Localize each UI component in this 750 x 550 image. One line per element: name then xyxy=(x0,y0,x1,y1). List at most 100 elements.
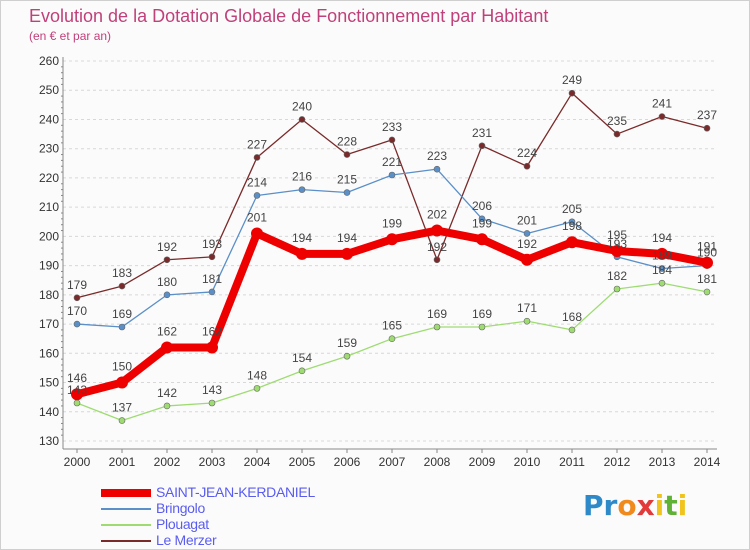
data-label: 162 xyxy=(157,324,177,338)
x-tick-label: 2004 xyxy=(244,455,271,469)
data-point xyxy=(523,162,531,170)
data-label: 192 xyxy=(157,240,177,254)
data-point xyxy=(478,142,486,150)
data-point xyxy=(523,230,531,237)
data-label: 142 xyxy=(157,386,177,400)
y-tick-label: 250 xyxy=(39,83,59,97)
data-label: 184 xyxy=(652,263,672,277)
x-tick-label: 2010 xyxy=(514,455,541,469)
data-label: 150 xyxy=(112,360,132,374)
data-label: 241 xyxy=(652,97,672,111)
x-tick-label: 2007 xyxy=(379,455,406,469)
y-tick-label: 170 xyxy=(39,317,59,331)
y-tick-label: 230 xyxy=(39,142,59,156)
legend-label: Plouagat xyxy=(156,516,209,532)
data-label: 215 xyxy=(337,173,357,187)
data-point xyxy=(568,218,576,226)
data-point xyxy=(476,233,488,246)
data-label: 171 xyxy=(517,301,537,315)
data-point xyxy=(566,236,578,249)
data-label: 228 xyxy=(337,135,357,149)
data-point xyxy=(118,282,126,290)
data-point xyxy=(343,352,351,360)
y-tick-label: 160 xyxy=(39,346,59,360)
data-point xyxy=(388,136,396,144)
data-label: 221 xyxy=(382,155,402,169)
data-point xyxy=(208,399,216,407)
y-tick-label: 150 xyxy=(39,376,59,390)
y-tick-label: 140 xyxy=(39,405,59,419)
data-label: 193 xyxy=(202,237,222,251)
data-point xyxy=(208,288,216,296)
data-label: 181 xyxy=(202,272,222,286)
x-tick-label: 2003 xyxy=(199,455,226,469)
x-tick-label: 2014 xyxy=(694,455,721,469)
data-point xyxy=(298,367,306,375)
data-point xyxy=(341,247,353,260)
data-label: 180 xyxy=(157,275,177,289)
x-tick-label: 2000 xyxy=(64,455,91,469)
data-point xyxy=(296,247,308,260)
data-point xyxy=(206,341,218,354)
data-label: 199 xyxy=(472,216,492,230)
data-label: 181 xyxy=(697,272,717,286)
data-label: 205 xyxy=(562,202,582,216)
data-label: 194 xyxy=(292,231,312,245)
data-label: 199 xyxy=(382,216,402,230)
x-tick-label: 2002 xyxy=(154,455,181,469)
data-label: 192 xyxy=(517,237,537,251)
data-label: 198 xyxy=(562,219,582,233)
data-point xyxy=(73,294,81,302)
legend-label: SAINT-JEAN-KERDANIEL xyxy=(156,484,315,500)
data-label: 240 xyxy=(292,99,312,113)
data-label: 143 xyxy=(202,383,222,397)
data-point xyxy=(478,323,486,331)
data-label: 182 xyxy=(607,269,627,283)
data-label: 202 xyxy=(427,208,447,222)
data-point xyxy=(343,189,351,196)
data-label: 169 xyxy=(112,307,132,321)
data-point xyxy=(433,165,441,173)
data-point xyxy=(386,233,398,246)
data-label: 233 xyxy=(382,120,402,134)
data-point xyxy=(431,224,443,237)
data-point xyxy=(73,320,81,328)
data-label: 162 xyxy=(202,324,222,338)
data-label: 169 xyxy=(472,307,492,321)
data-label: 154 xyxy=(292,351,312,365)
data-point xyxy=(703,288,711,296)
data-point xyxy=(298,186,306,193)
legend-swatch xyxy=(101,508,151,510)
data-label: 169 xyxy=(427,307,447,321)
data-point xyxy=(568,326,576,334)
data-label: 148 xyxy=(247,368,267,382)
data-label: 189 xyxy=(652,249,672,263)
data-labels: 179 183 192 193 227 240 228 233 192 231 224 249 235 2… xyxy=(67,73,717,414)
data-point xyxy=(71,388,83,401)
data-label: 191 xyxy=(697,240,717,254)
y-tick-label: 220 xyxy=(39,171,59,185)
data-point xyxy=(163,256,171,264)
series-lines xyxy=(71,89,713,424)
chart-title: Evolution de la Dotation Globale de Fonc… xyxy=(29,6,549,26)
data-label: 168 xyxy=(562,310,582,324)
data-label: 165 xyxy=(382,319,402,333)
data-point xyxy=(656,247,668,260)
data-label: 194 xyxy=(337,231,357,245)
data-label: 137 xyxy=(112,401,132,415)
data-label: 237 xyxy=(697,108,717,122)
data-point xyxy=(613,130,621,138)
legend-swatch xyxy=(101,540,151,542)
data-label: 195 xyxy=(607,228,627,242)
x-tick-label: 2009 xyxy=(469,455,496,469)
x-tick-label: 2005 xyxy=(289,455,316,469)
x-tick-label: 2011 xyxy=(559,455,585,469)
y-tick-label: 210 xyxy=(39,200,59,214)
data-label: 231 xyxy=(472,126,492,140)
legend-swatch xyxy=(101,489,151,497)
x-tick-label: 2008 xyxy=(424,455,451,469)
chart-subtitle: (en € et par an) xyxy=(29,29,112,43)
y-tick-label: 260 xyxy=(39,54,59,68)
